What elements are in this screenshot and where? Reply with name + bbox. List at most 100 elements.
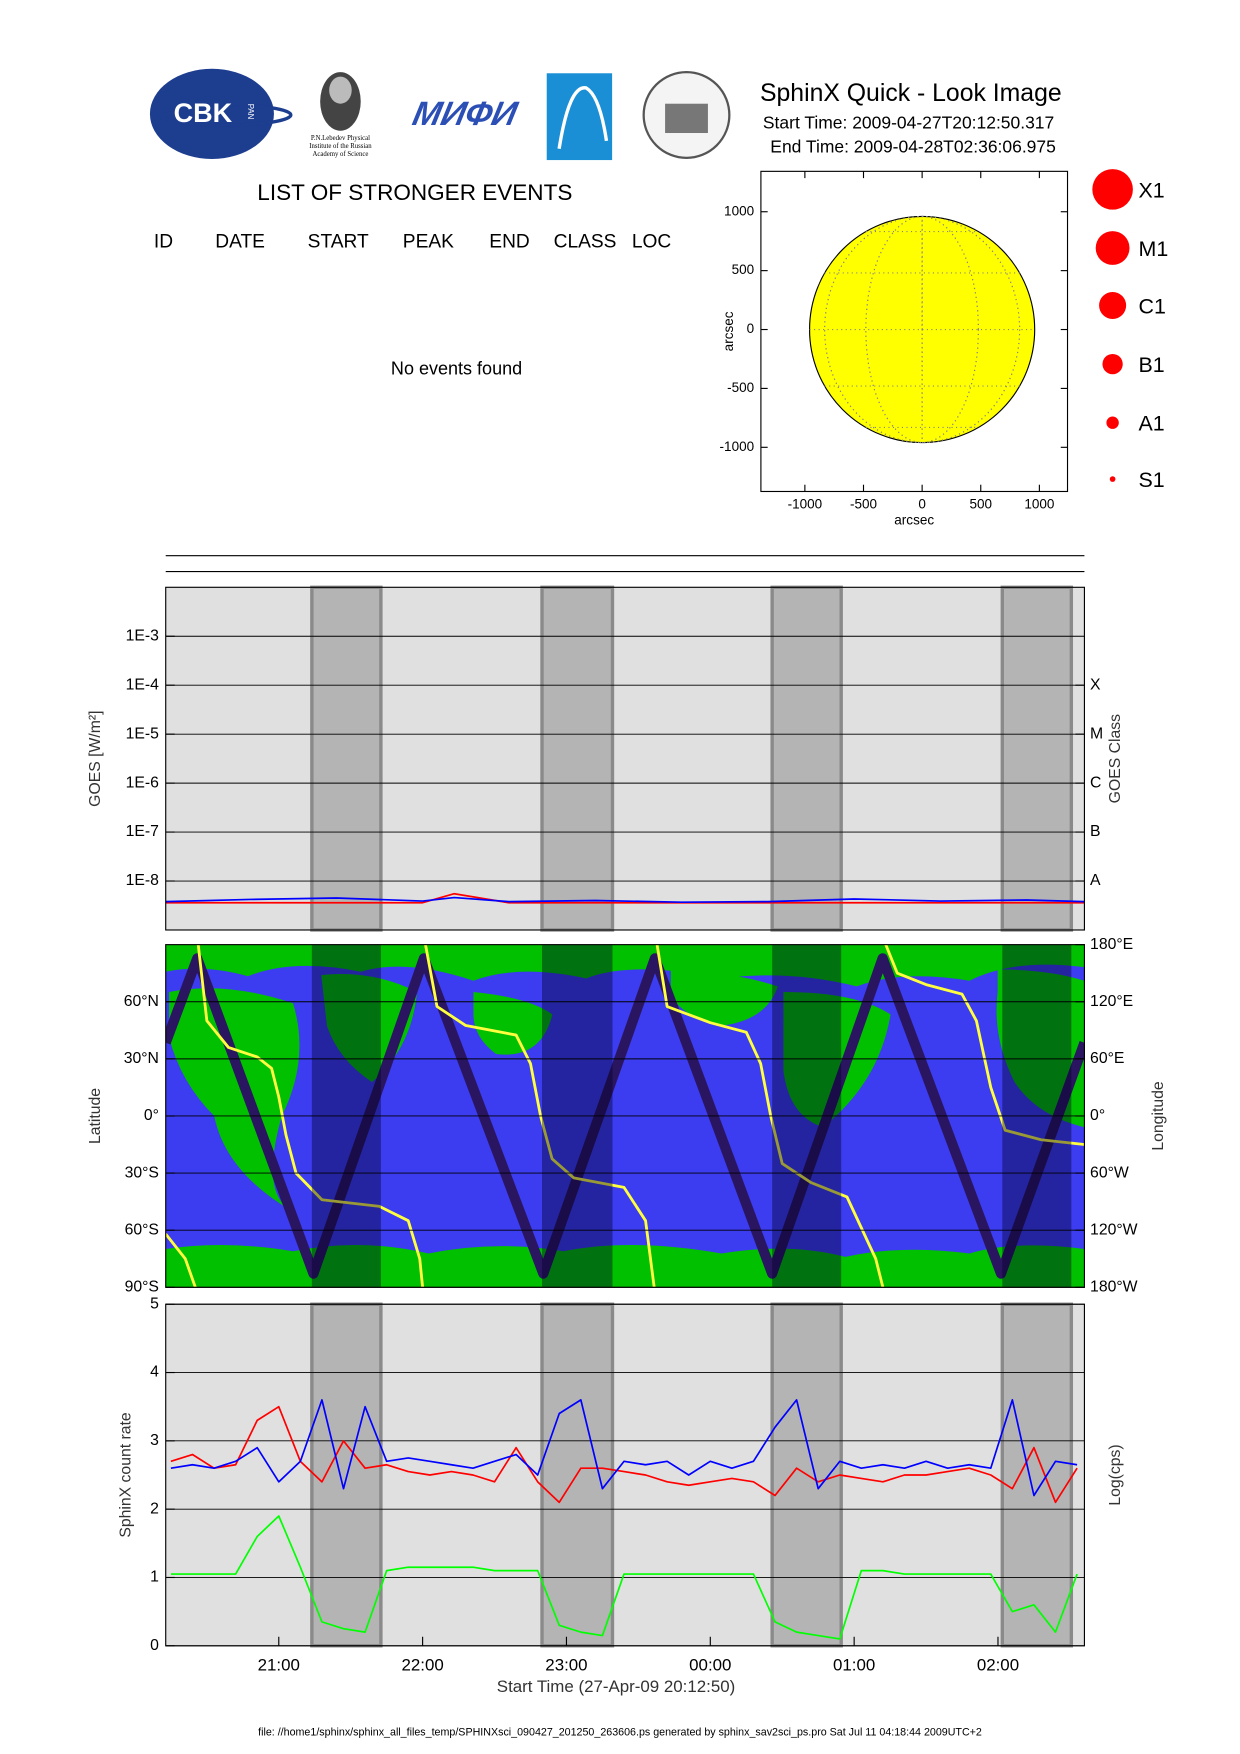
column-header: ID <box>154 231 173 252</box>
logo-cbk <box>149 68 274 159</box>
x-tick-label: -1000 <box>788 497 823 512</box>
y-tick-label: 1E-7 <box>126 823 159 840</box>
eclipse-band <box>540 585 615 932</box>
y2-tick-label: 120°E <box>1090 993 1133 1010</box>
y-tick-label: 1E-6 <box>126 774 160 791</box>
column-header: END <box>489 231 529 252</box>
y-tick-label: 2 <box>150 1500 159 1517</box>
y2-axis-label: GOES Class <box>1107 714 1124 803</box>
events-message: No events found <box>391 359 522 379</box>
y-tick-label: 60°S <box>125 1221 159 1238</box>
y2-tick-label: M <box>1090 725 1103 742</box>
y-tick-label: -1000 <box>720 439 755 454</box>
logo-ring <box>158 103 293 127</box>
legend-marker <box>1109 476 1116 482</box>
legend-label: A1 <box>1139 412 1165 436</box>
y2-tick-label: C <box>1090 774 1101 791</box>
legend-marker <box>1099 291 1127 320</box>
y2-tick-label: 60°W <box>1090 1164 1129 1181</box>
y-tick-label: 5 <box>150 1295 159 1312</box>
y-tick-label: 90°S <box>125 1278 159 1295</box>
legend-marker <box>1106 416 1119 429</box>
legend-label: M1 <box>1139 237 1169 261</box>
logo-face <box>329 76 352 104</box>
legend-marker <box>1102 353 1123 375</box>
footer: file: //home1/sphinx/sphinx_all_files_te… <box>258 1726 982 1738</box>
y2-tick-label: 120°W <box>1090 1221 1138 1238</box>
y-axis-label: Latitude <box>87 1088 104 1144</box>
map-green <box>473 991 553 1055</box>
series-line <box>165 892 1085 904</box>
eclipse-band <box>1000 585 1074 932</box>
y-axis-label: GOES [W/m²] <box>87 710 104 806</box>
y2-tick-label: A <box>1090 872 1101 889</box>
plot-frame <box>165 586 1085 931</box>
eclipse-band <box>1000 1302 1074 1648</box>
x-axis-label: arcsec <box>894 512 934 527</box>
y-tick-label: 0 <box>150 1637 159 1654</box>
logo-mifi: МИФИ <box>409 95 522 133</box>
y2-tick-label: 60°E <box>1090 1050 1124 1067</box>
series-line <box>165 896 1085 904</box>
y2-tick-label: B <box>1090 823 1101 840</box>
logo-building <box>665 103 708 134</box>
y-tick-label: 30°S <box>125 1164 159 1181</box>
legend-marker <box>1092 169 1133 210</box>
x-tick-label: 23:00 <box>545 1656 587 1675</box>
y-tick-label: 3 <box>150 1432 159 1449</box>
y2-tick-label: 180°W <box>1090 1278 1138 1295</box>
y-tick-label: 1000 <box>724 203 754 218</box>
legend-label: S1 <box>1139 468 1165 492</box>
legend-marker <box>1095 231 1130 265</box>
logo-pan-text: PAN <box>246 104 255 120</box>
y2-axis-label: Log(cps) <box>1107 1444 1124 1505</box>
series-line <box>170 1405 1078 1504</box>
x-tick-label: 0 <box>918 497 926 512</box>
x-tick-label: 1000 <box>1024 497 1054 512</box>
logo-cbk-text: CBK <box>174 98 233 128</box>
logo-lebedev: Institute of the Russian <box>309 143 372 150</box>
eclipse-band <box>770 585 843 932</box>
y-tick-label: 500 <box>732 262 755 277</box>
plot-frame <box>165 1303 1085 1647</box>
y-axis-label: arcsec <box>721 311 736 351</box>
y-tick-label: 0 <box>747 321 755 336</box>
logo-lebedev: Academy of Science <box>313 151 369 158</box>
x-tick-label: 22:00 <box>401 1656 443 1675</box>
y-tick-label: 1E-5 <box>126 725 160 742</box>
y-tick-label: 1E-8 <box>126 872 160 889</box>
y-tick-label: 0° <box>144 1107 159 1124</box>
series-line <box>170 1515 1078 1640</box>
x-tick-label: -500 <box>850 497 877 512</box>
y-tick-label: 30°N <box>124 1050 159 1067</box>
y-tick-label: 4 <box>150 1364 159 1381</box>
map-green <box>996 969 1085 1128</box>
column-header: PEAK <box>403 231 454 252</box>
x-tick-label: 00:00 <box>689 1656 731 1675</box>
map-green <box>165 944 1085 987</box>
column-header: CLASS <box>554 231 617 252</box>
y-tick-label: 60°N <box>124 993 159 1010</box>
y-tick-label: -500 <box>727 380 754 395</box>
x-tick-label: 01:00 <box>833 1656 875 1675</box>
logo-lebedev: P.N.Lebedev Physical <box>311 135 370 142</box>
header-title: SphinX Quick - Look Image <box>760 80 1062 107</box>
x-tick-label: 02:00 <box>977 1656 1019 1675</box>
y2-axis-label: Longitude <box>1150 1081 1167 1150</box>
y2-tick-label: 180°E <box>1090 936 1133 953</box>
y2-tick-label: 0° <box>1090 1107 1105 1124</box>
column-header: START <box>308 231 369 252</box>
disk-grid <box>824 215 1021 444</box>
column-header: LOC <box>632 231 672 252</box>
y-tick-label: 1E-3 <box>126 627 160 644</box>
y2-tick-label: X <box>1090 676 1101 693</box>
logo-arc <box>557 86 609 150</box>
y-tick-label: 1 <box>150 1569 159 1586</box>
events-title: LIST OF STRONGER EVENTS <box>257 180 572 205</box>
logos: CBK PAN P.N.Lebedev Physical Institute o… <box>149 68 731 161</box>
end-time: End Time: 2009-04-28T02:36:06.975 <box>770 136 1056 156</box>
series-line <box>170 1399 1078 1497</box>
y-tick-label: 1E-4 <box>126 676 160 693</box>
